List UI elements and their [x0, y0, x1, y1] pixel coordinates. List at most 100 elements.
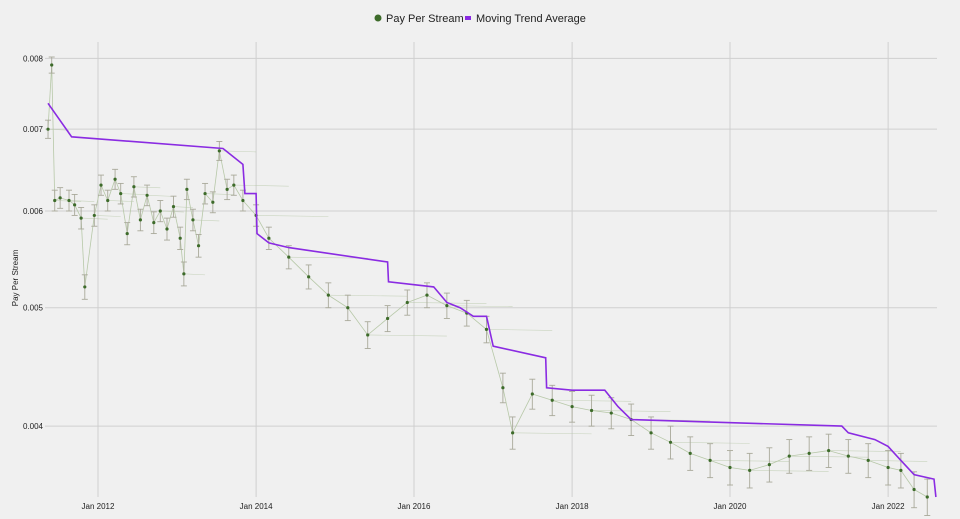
point-link — [93, 185, 102, 216]
data-point — [405, 300, 409, 305]
y-axis-ticks: 0.004 0.005 0.006 0.007 0.008 — [23, 54, 44, 431]
point-link — [153, 210, 161, 223]
point-link — [670, 441, 691, 454]
data-point — [708, 458, 712, 462]
legend: Pay Per Stream Moving Trend Average — [374, 13, 586, 25]
point-link — [160, 210, 184, 213]
point-link — [51, 64, 56, 201]
data-point — [92, 213, 96, 218]
point-link — [233, 184, 289, 187]
data-point — [287, 255, 291, 259]
legend-trend-label: Moving Trend Average — [476, 13, 586, 25]
data-point — [145, 193, 149, 197]
point-link — [426, 294, 448, 306]
data-point — [550, 398, 554, 402]
point-link — [532, 393, 553, 401]
point-link — [328, 294, 349, 309]
data-point — [807, 451, 811, 455]
point-link — [173, 206, 193, 208]
point-link — [204, 193, 214, 203]
point-link — [242, 200, 257, 216]
data-point — [50, 63, 54, 67]
point-link — [186, 189, 194, 220]
y-axis-title: Pay Per Stream — [11, 249, 20, 306]
data-points — [46, 63, 929, 499]
data-point — [79, 216, 83, 220]
x-tick-label: Jan 2012 — [82, 502, 115, 511]
data-point — [83, 285, 87, 289]
point-link — [192, 219, 220, 222]
data-point — [530, 392, 534, 396]
y-tick-label: 0.007 — [23, 125, 44, 134]
point-link — [407, 294, 428, 303]
data-point — [73, 203, 77, 207]
data-point — [46, 127, 50, 131]
point-link — [233, 184, 244, 201]
data-point — [589, 408, 594, 413]
data-point — [511, 431, 515, 435]
data-point — [767, 463, 771, 467]
data-point — [346, 306, 350, 310]
grid-lines — [45, 42, 937, 497]
x-tick-label: Jan 2018 — [556, 502, 589, 511]
data-point — [185, 187, 189, 191]
point-link — [512, 393, 533, 433]
point-link — [107, 179, 116, 201]
point-link — [166, 206, 174, 230]
data-point — [171, 204, 176, 209]
data-point — [787, 454, 791, 458]
point-link — [288, 256, 309, 278]
x-tick-label: Jan 2022 — [872, 502, 905, 511]
point-link — [769, 455, 790, 466]
point-link — [888, 467, 901, 471]
data-point — [99, 183, 103, 187]
point-link — [100, 184, 109, 201]
data-point — [366, 333, 370, 337]
data-point — [232, 183, 236, 187]
point-link — [650, 432, 671, 443]
legend-pay-per-stream-label: Pay Per Stream — [386, 13, 464, 25]
data-point — [113, 177, 117, 181]
x-tick-label: Jan 2016 — [398, 502, 431, 511]
data-point — [106, 198, 110, 203]
x-tick-label: Jan 2014 — [240, 502, 273, 511]
point-link — [48, 128, 70, 131]
point-link — [114, 179, 122, 194]
point-link — [256, 215, 329, 217]
legend-pay-per-stream-marker — [374, 14, 382, 22]
point-link — [198, 193, 206, 246]
point-link — [900, 470, 915, 490]
point-link — [690, 452, 711, 461]
data-point — [912, 487, 916, 492]
point-link — [146, 195, 155, 223]
data-point — [132, 185, 136, 189]
point-link — [670, 442, 750, 444]
moving-trend-average-line — [47, 102, 937, 498]
point-links — [47, 64, 928, 498]
data-point — [501, 386, 505, 390]
point-link — [486, 329, 553, 331]
point-link — [446, 305, 513, 307]
data-point — [158, 209, 162, 213]
data-point — [748, 468, 752, 472]
point-link — [80, 218, 86, 287]
point-link — [729, 467, 750, 471]
point-link — [630, 419, 652, 434]
x-tick-label: Jan 2020 — [714, 502, 747, 511]
point-link — [147, 195, 174, 197]
data-point — [668, 440, 673, 444]
point-link — [179, 238, 185, 274]
data-point — [484, 327, 489, 331]
point-link — [126, 186, 135, 234]
data-point — [241, 198, 245, 203]
point-link — [205, 193, 234, 195]
data-point — [688, 451, 692, 455]
point-link — [709, 460, 731, 468]
point-link — [466, 312, 487, 330]
point-link — [572, 406, 592, 411]
point-link — [611, 412, 632, 420]
data-point — [925, 495, 929, 499]
point-link — [328, 294, 408, 297]
